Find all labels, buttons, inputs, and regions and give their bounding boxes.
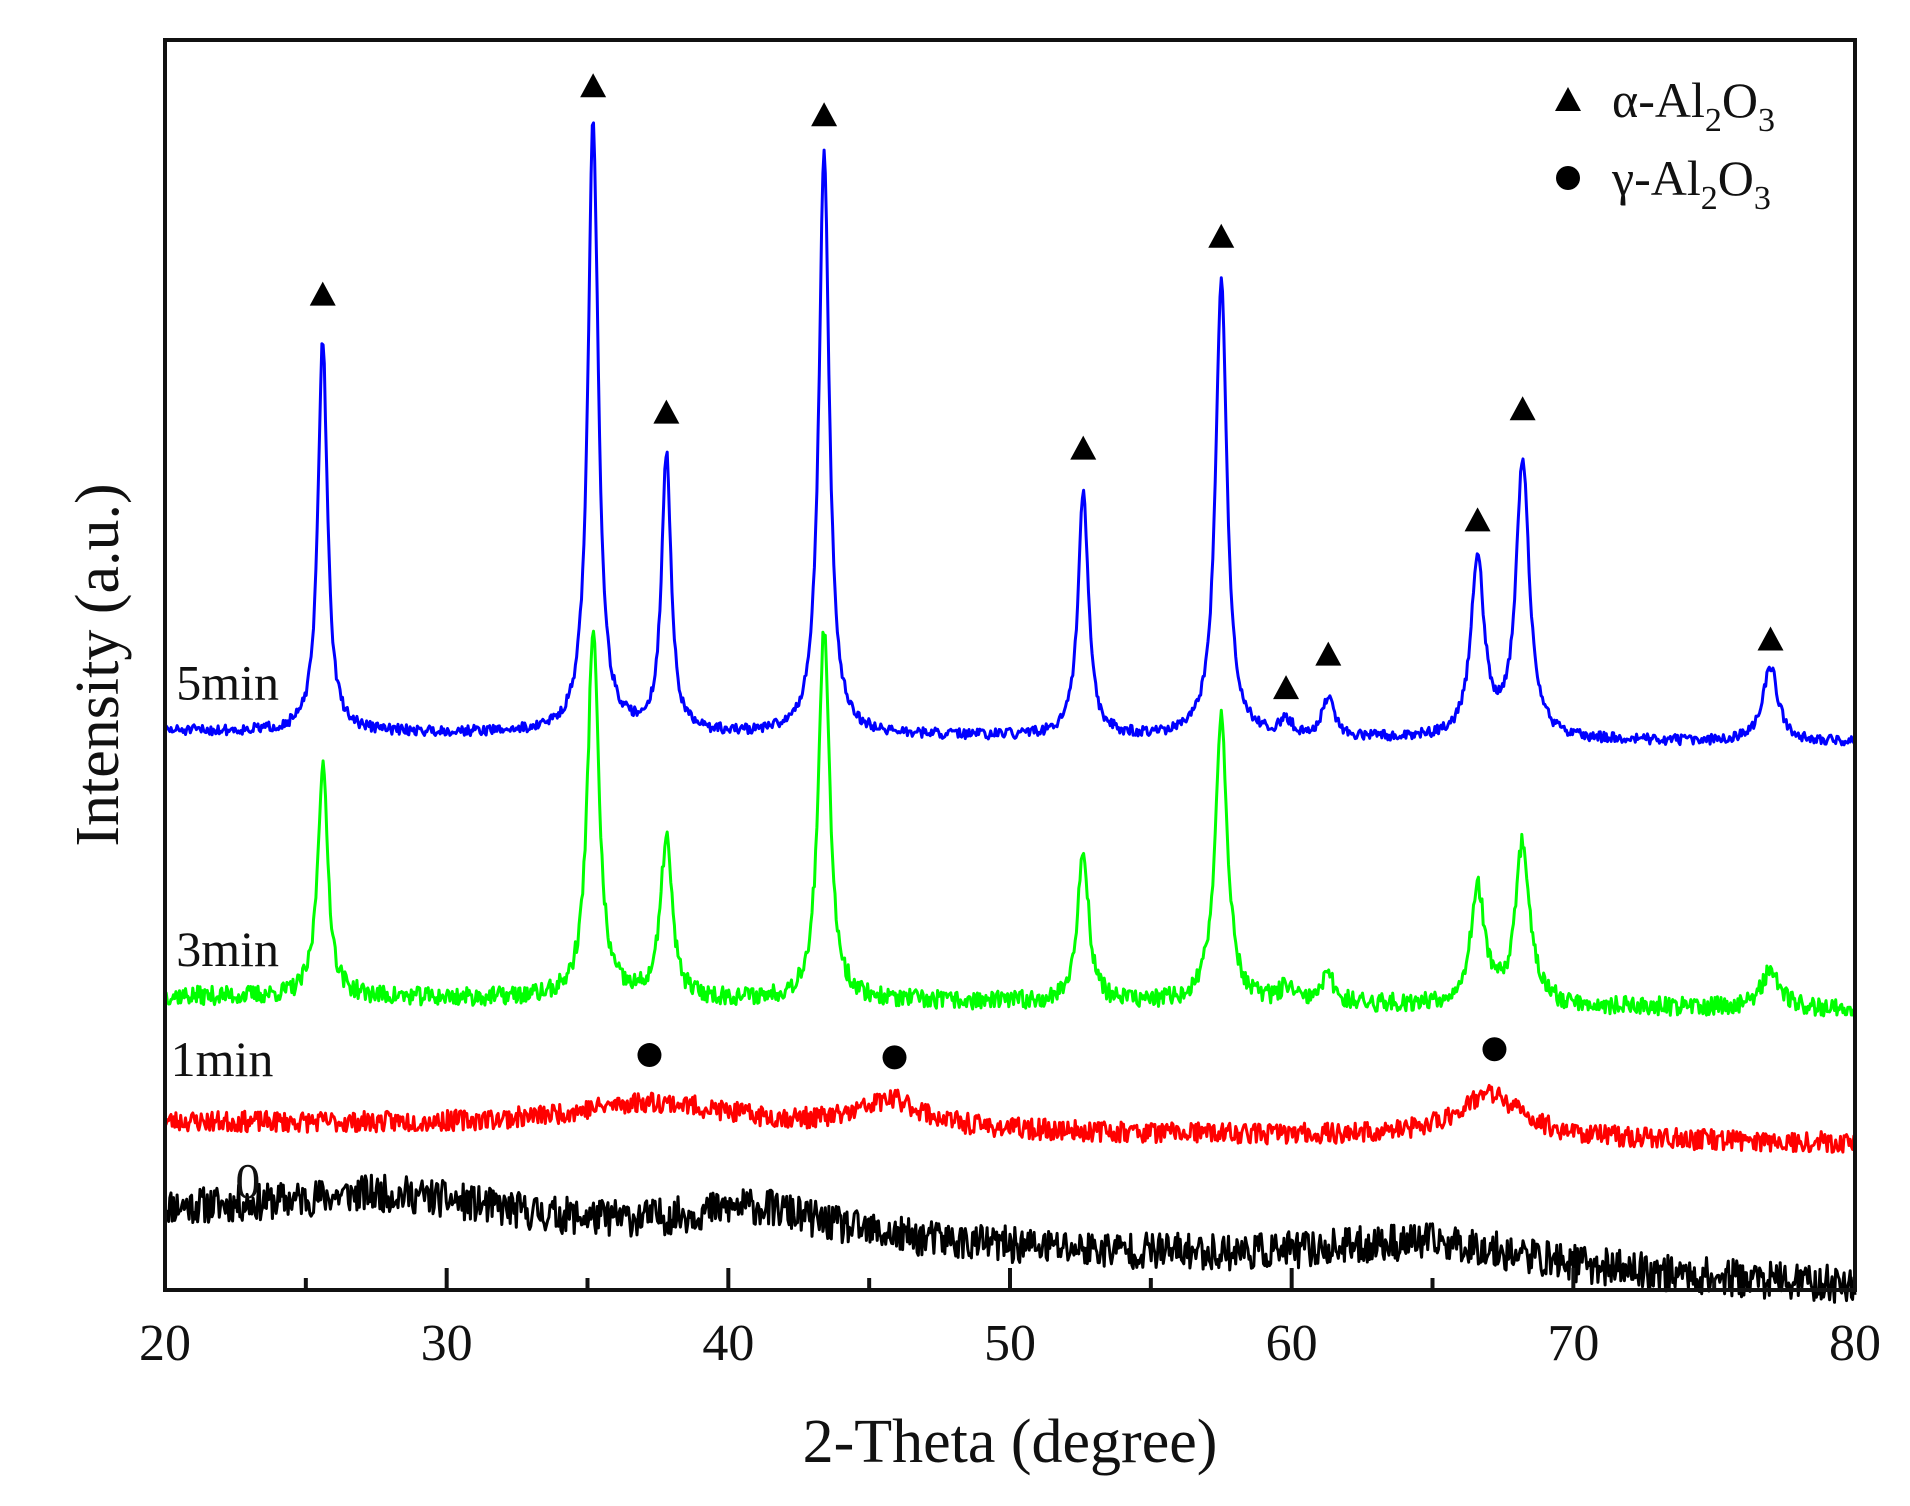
peak-markers (309, 73, 1784, 1070)
gamma-peak-marker-11 (637, 1043, 662, 1068)
curve-label-3min: 3min (176, 921, 279, 977)
x-tick-label: 70 (1547, 1315, 1599, 1372)
x-tick-label: 20 (139, 1315, 191, 1372)
x-tick-label: 50 (984, 1315, 1036, 1372)
x-axis-ticks: 20 30 40 50 60 70 80 (139, 1268, 1881, 1372)
alpha-peak-marker-0 (309, 281, 336, 306)
series-line-5min (163, 121, 1857, 747)
plot-frame (163, 38, 1857, 1292)
gamma-peak-marker-13 (1482, 1037, 1507, 1062)
legend-marker-gamma (1556, 166, 1580, 190)
curve-label-0: 0 (235, 1152, 260, 1208)
alpha-peak-marker-3 (811, 102, 838, 127)
alpha-peak-marker-6 (1273, 675, 1300, 700)
alpha-peak-marker-10 (1757, 626, 1784, 651)
x-tick-label: 30 (421, 1315, 473, 1372)
series-line-3min (163, 629, 1857, 1018)
x-tick-label: 80 (1829, 1315, 1881, 1372)
gamma-peak-marker-12 (882, 1045, 907, 1070)
series-line-1min (163, 1083, 1857, 1154)
x-axis-label: 2-Theta (degree) (803, 1408, 1218, 1476)
curve-label-5min: 5min (176, 655, 279, 711)
alpha-peak-marker-1 (580, 73, 607, 98)
legend-label-0: α-Al2O3 (1612, 72, 1775, 139)
x-tick-label: 60 (1266, 1315, 1318, 1372)
plot-area (163, 121, 1857, 1304)
x-tick-label: 40 (702, 1315, 754, 1372)
legend-marker-alpha (1555, 87, 1581, 111)
alpha-peak-marker-5 (1208, 223, 1235, 248)
alpha-peak-marker-9 (1509, 396, 1536, 421)
axes (163, 38, 1857, 1292)
curve-labels: 0 1min 3min 5min (171, 655, 279, 1209)
legend: α-Al2O3 γ-Al2O3 (1555, 72, 1775, 217)
alpha-peak-marker-4 (1070, 435, 1097, 460)
alpha-peak-marker-8 (1464, 507, 1491, 532)
curve-label-1min: 1min (171, 1031, 274, 1087)
alpha-peak-marker-7 (1315, 641, 1342, 666)
alpha-peak-marker-2 (653, 399, 680, 424)
y-axis-label: Intensity (a.u.) (64, 483, 132, 846)
legend-label-1: γ-Al2O3 (1611, 150, 1771, 217)
